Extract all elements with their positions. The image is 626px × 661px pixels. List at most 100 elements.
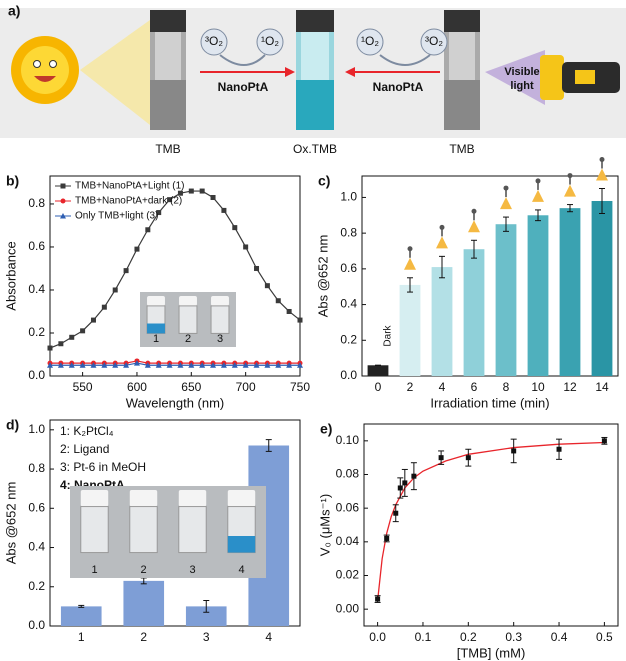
plot-frame — [49, 419, 301, 627]
legend-label: TMB+NanoPtA+dark (2) — [75, 196, 182, 207]
vial — [210, 305, 230, 334]
marker — [177, 362, 184, 368]
cuvette — [296, 10, 334, 130]
marker — [144, 362, 151, 368]
y-tick-label: 0.8 — [28, 196, 45, 210]
marker — [80, 328, 86, 334]
marker — [112, 362, 119, 368]
oxygen-label: ¹O₂ — [261, 34, 279, 48]
annotation: Dark — [383, 324, 394, 346]
marker — [402, 480, 408, 486]
error-bar — [203, 599, 210, 613]
light-label: Visible — [504, 66, 539, 78]
vial-cap — [178, 490, 207, 507]
note: 3: Pt-6 in MeOH — [60, 460, 146, 474]
marker — [188, 188, 194, 194]
marker — [210, 195, 216, 201]
panel-label: a) — [8, 3, 20, 19]
panel-label: c) — [318, 173, 330, 189]
bulb-icon — [503, 185, 509, 191]
x-tick-label: 1 — [78, 630, 85, 644]
marker — [123, 362, 130, 368]
bar — [527, 215, 549, 376]
flashlight — [540, 55, 620, 100]
error-bar — [567, 204, 573, 213]
bulb-icon — [404, 257, 416, 270]
vial-cap — [179, 296, 197, 306]
arrow-head — [285, 67, 295, 77]
marker — [465, 455, 471, 461]
marker — [242, 362, 249, 368]
marker — [253, 362, 260, 368]
y-tick-label: 0.6 — [28, 239, 45, 253]
x-tick-label: 0.5 — [596, 630, 613, 644]
marker — [411, 473, 417, 479]
marker — [123, 268, 129, 274]
x-tick-label: 3 — [203, 630, 210, 644]
marker — [556, 446, 562, 452]
x-tick-label: 0.2 — [460, 630, 477, 644]
marker — [90, 362, 97, 368]
series-line — [50, 362, 300, 366]
error-bar — [503, 216, 509, 232]
marker — [286, 308, 292, 314]
marker — [60, 198, 66, 204]
marker — [101, 362, 108, 368]
marker — [297, 362, 303, 368]
marker — [166, 362, 173, 368]
y-tick-label: 0.6 — [28, 500, 45, 514]
cuvette — [150, 10, 186, 130]
oxygen-label: ³O₂ — [205, 34, 223, 48]
x-tick-label: 12 — [563, 380, 577, 394]
x-tick-label: 550 — [73, 380, 93, 394]
inset-label: 3 — [217, 333, 223, 345]
y-axis-label: Abs @652 nm — [315, 235, 330, 318]
x-tick-label: 2 — [140, 630, 147, 644]
bulb-icon — [468, 220, 480, 233]
x-tick-label: 0.3 — [505, 630, 522, 644]
y-tick-label: 0.8 — [28, 461, 45, 475]
plot-frame — [49, 175, 301, 377]
bar — [185, 606, 227, 626]
catalyst-label: NanoPtA — [218, 80, 269, 94]
marker — [438, 455, 444, 461]
marker — [275, 362, 282, 368]
x-tick-label: 0.0 — [369, 630, 386, 644]
product-label: Ox.TMB — [293, 142, 337, 156]
legend-label: TMB+NanoPtA+Light (1) — [75, 181, 185, 192]
error-bar — [78, 604, 85, 608]
marker — [243, 244, 249, 250]
bar — [431, 267, 453, 376]
y-tick-label: 1.0 — [28, 422, 45, 436]
curved-arrow — [379, 54, 431, 66]
bulb-icon — [564, 184, 576, 197]
bulb-icon — [471, 208, 477, 214]
note: 2: Ligand — [60, 442, 109, 456]
x-axis-label: Irradiation time (min) — [430, 395, 549, 410]
vial-cap — [211, 296, 229, 306]
bar — [495, 224, 517, 376]
bulb-icon — [436, 236, 448, 249]
bar — [559, 208, 581, 376]
y-tick-label: 0.2 — [340, 332, 357, 346]
catalyst-label: NanoPtA — [373, 80, 424, 94]
marker — [167, 197, 173, 203]
bulb-icon — [535, 178, 541, 184]
marker — [79, 362, 86, 368]
bar — [367, 365, 389, 376]
vial-liquid — [227, 536, 256, 553]
vial-liquid — [147, 323, 165, 334]
y-tick-label: 0.04 — [336, 534, 360, 548]
marker — [275, 298, 281, 304]
x-tick-label: 2 — [407, 380, 414, 394]
inset-label: 1 — [91, 564, 97, 576]
panel-label: b) — [6, 173, 19, 189]
x-tick-label: 750 — [290, 380, 310, 394]
bar — [591, 201, 613, 376]
marker — [90, 317, 96, 323]
y-tick-label: 0.2 — [28, 579, 45, 593]
light-label: light — [510, 80, 534, 92]
vial — [178, 305, 198, 334]
